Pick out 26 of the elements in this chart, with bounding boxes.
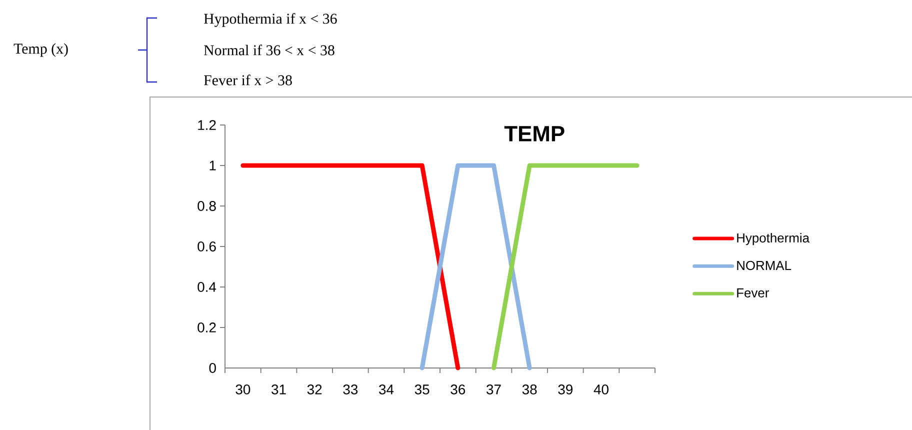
y-tick-label: 0.4 xyxy=(198,282,216,292)
y-tick-label: 1 xyxy=(210,160,216,170)
x-tick-label: 30 xyxy=(236,384,250,394)
x-tick-label: 40 xyxy=(594,384,608,394)
legend-label: NORMAL xyxy=(737,260,792,270)
x-tick-label: 31 xyxy=(272,384,286,394)
legend-label: Hypothermia xyxy=(737,233,810,246)
x-tick-label: 35 xyxy=(414,384,430,394)
y-tick-label: 0 xyxy=(209,363,216,373)
text: Fever if x > 38 xyxy=(204,74,292,86)
text: Temp (x) xyxy=(14,43,68,57)
x-tick-label: 37 xyxy=(486,384,501,394)
x-tick-label: 34 xyxy=(379,384,394,394)
x-tick-label: 32 xyxy=(307,384,322,394)
x-tick-label: 33 xyxy=(343,384,358,394)
y-tick-label: 0.2 xyxy=(198,322,216,332)
y-tick-label: 1.2 xyxy=(198,120,216,130)
y-tick-label: 0.8 xyxy=(198,201,216,211)
text: Hypothermia if x < 36 xyxy=(204,13,337,27)
chart-title: TEMP xyxy=(504,126,564,142)
y-tick-label: 0.6 xyxy=(198,242,216,252)
x-tick-label: 36 xyxy=(450,384,466,394)
text: Normal if 36 < x < 38 xyxy=(204,44,334,56)
x-tick-label: 39 xyxy=(558,384,573,394)
legend-label: Fever xyxy=(737,288,769,298)
x-tick-label: 38 xyxy=(522,384,537,394)
